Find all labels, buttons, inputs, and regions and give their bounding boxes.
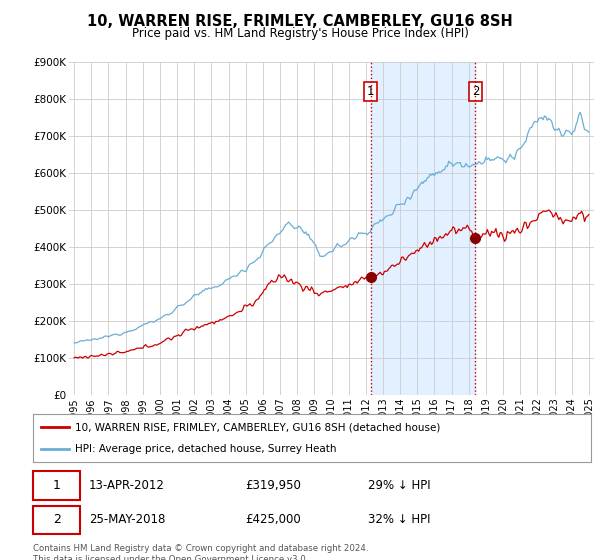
Text: 13-APR-2012: 13-APR-2012	[89, 479, 164, 492]
Text: 25-MAY-2018: 25-MAY-2018	[89, 514, 165, 526]
FancyBboxPatch shape	[33, 471, 80, 500]
Text: £319,950: £319,950	[245, 479, 301, 492]
Text: 1: 1	[367, 85, 374, 97]
Text: 2: 2	[53, 514, 61, 526]
Text: 10, WARREN RISE, FRIMLEY, CAMBERLEY, GU16 8SH: 10, WARREN RISE, FRIMLEY, CAMBERLEY, GU1…	[87, 14, 513, 29]
Text: 1: 1	[53, 479, 61, 492]
Text: HPI: Average price, detached house, Surrey Heath: HPI: Average price, detached house, Surr…	[75, 444, 337, 454]
Text: Contains HM Land Registry data © Crown copyright and database right 2024.
This d: Contains HM Land Registry data © Crown c…	[33, 544, 368, 560]
Text: Price paid vs. HM Land Registry's House Price Index (HPI): Price paid vs. HM Land Registry's House …	[131, 27, 469, 40]
Text: 29% ↓ HPI: 29% ↓ HPI	[368, 479, 430, 492]
Bar	[371, 62, 475, 395]
Text: 2: 2	[472, 85, 479, 97]
Text: 10, WARREN RISE, FRIMLEY, CAMBERLEY, GU16 8SH (detached house): 10, WARREN RISE, FRIMLEY, CAMBERLEY, GU1…	[75, 422, 440, 432]
FancyBboxPatch shape	[33, 506, 80, 534]
Text: £425,000: £425,000	[245, 514, 301, 526]
Text: 32% ↓ HPI: 32% ↓ HPI	[368, 514, 430, 526]
